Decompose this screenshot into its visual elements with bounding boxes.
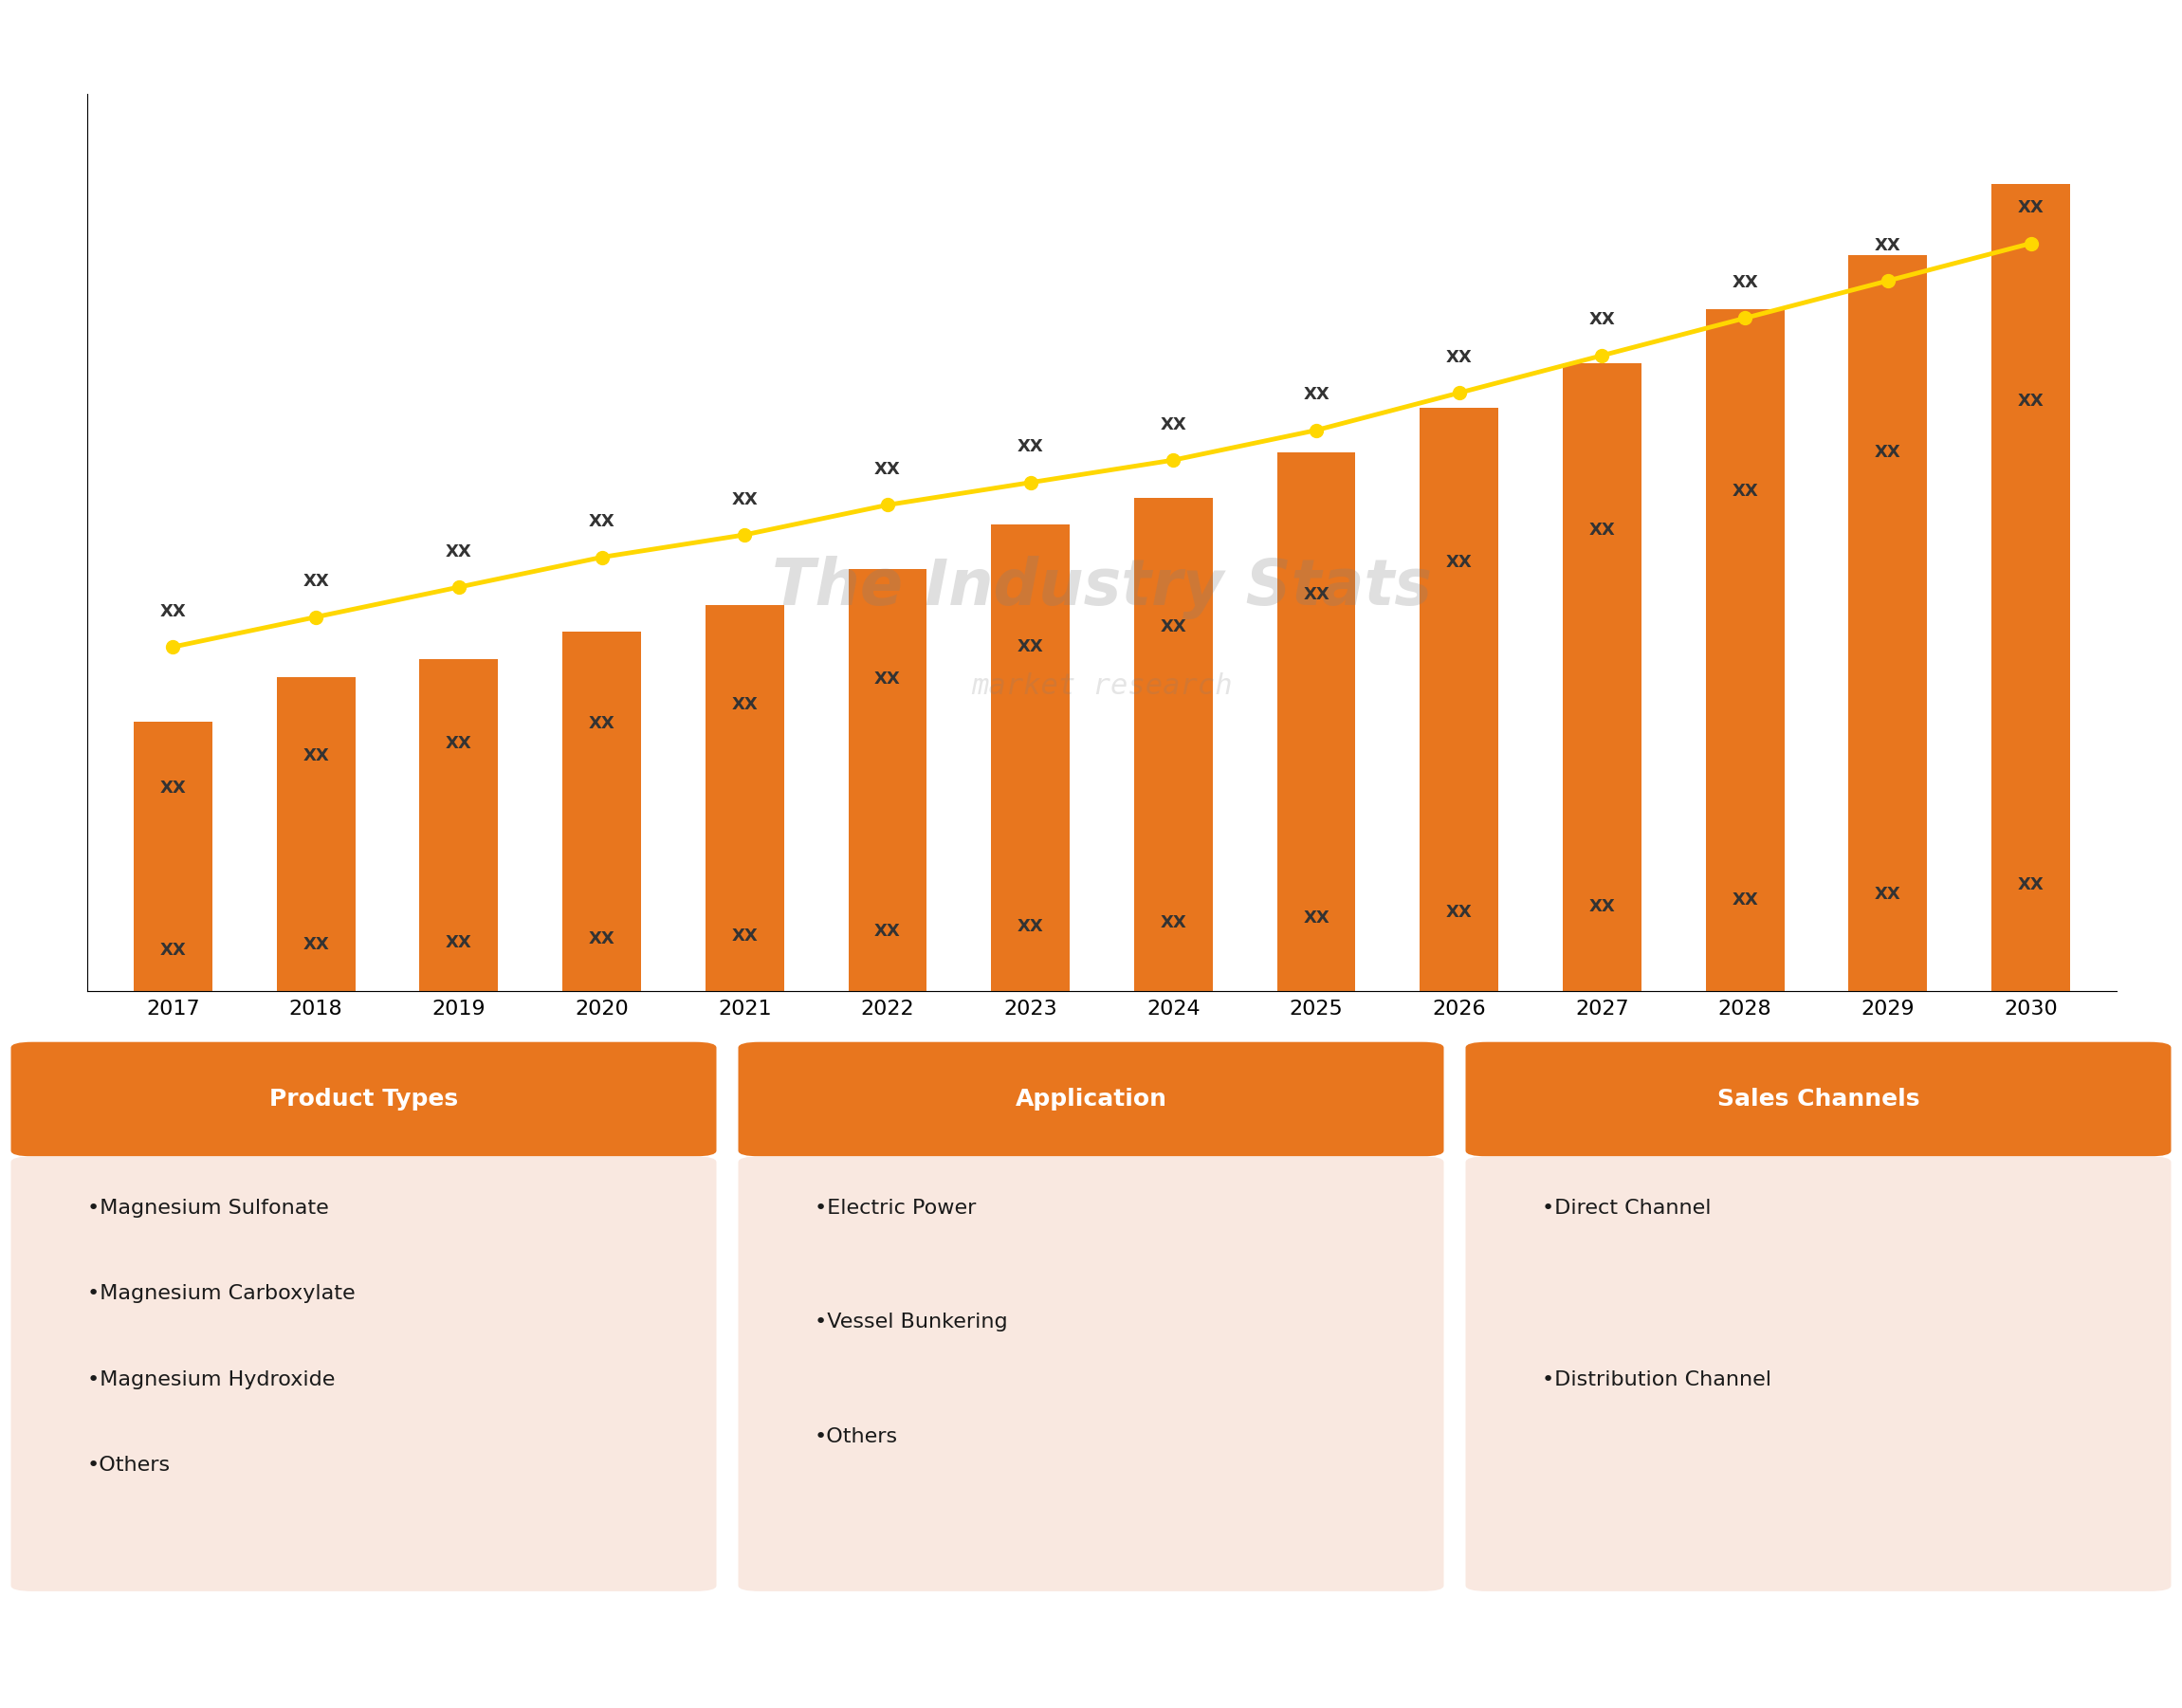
Bar xyxy=(849,569,927,991)
Text: XX: XX xyxy=(1017,439,1043,456)
Text: XX: XX xyxy=(731,490,757,507)
Bar xyxy=(563,632,642,991)
Text: XX: XX xyxy=(1447,348,1473,366)
Text: XX: XX xyxy=(445,934,471,951)
Text: •Others: •Others xyxy=(87,1455,170,1476)
Text: XX: XX xyxy=(159,941,185,958)
Text: XX: XX xyxy=(1161,914,1187,931)
Text: XX: XX xyxy=(159,603,185,620)
Text: XX: XX xyxy=(731,927,757,945)
Text: XX: XX xyxy=(1588,521,1615,538)
Text: XX: XX xyxy=(731,695,757,712)
Text: XX: XX xyxy=(303,936,329,953)
Bar xyxy=(1706,309,1785,991)
Text: The Industry Stats: The Industry Stats xyxy=(772,555,1431,618)
Text: XX: XX xyxy=(1447,904,1473,921)
Text: XX: XX xyxy=(445,734,471,752)
FancyBboxPatch shape xyxy=(738,1042,1444,1156)
Text: XX: XX xyxy=(1161,618,1187,635)
Text: XX: XX xyxy=(303,574,329,589)
FancyBboxPatch shape xyxy=(11,1042,716,1156)
Bar xyxy=(1276,453,1355,991)
Text: market research: market research xyxy=(971,671,1233,700)
Text: XX: XX xyxy=(2018,876,2045,893)
Text: XX: XX xyxy=(2018,393,2045,410)
Text: XX: XX xyxy=(1733,275,1759,290)
Text: Application: Application xyxy=(1015,1088,1167,1110)
Text: XX: XX xyxy=(1733,892,1759,909)
Text: •Magnesium Hydroxide: •Magnesium Hydroxide xyxy=(87,1370,336,1389)
Text: XX: XX xyxy=(589,514,615,529)
FancyBboxPatch shape xyxy=(738,1156,1444,1592)
Text: XX: XX xyxy=(1874,444,1901,461)
Text: Product Types: Product Types xyxy=(268,1088,458,1110)
Legend: Revenue (Million $), Y-oY Growth Rate (%): Revenue (Million $), Y-oY Growth Rate (%… xyxy=(788,1045,1416,1088)
Text: XX: XX xyxy=(159,781,185,798)
Bar xyxy=(991,524,1069,991)
Text: •Direct Channel: •Direct Channel xyxy=(1543,1199,1711,1218)
Text: •Vessel Bunkering: •Vessel Bunkering xyxy=(814,1313,1008,1332)
Bar xyxy=(133,721,212,991)
Text: XX: XX xyxy=(1017,637,1043,654)
Text: XX: XX xyxy=(875,922,901,939)
Text: XX: XX xyxy=(1874,237,1901,254)
Text: XX: XX xyxy=(1017,917,1043,934)
Text: •Magnesium Sulfonate: •Magnesium Sulfonate xyxy=(87,1199,329,1218)
FancyBboxPatch shape xyxy=(11,1156,716,1592)
Text: XX: XX xyxy=(1161,417,1187,434)
Bar xyxy=(419,659,497,991)
Text: XX: XX xyxy=(1588,898,1615,915)
Text: Email: sales@theindustrystats.com: Email: sales@theindustrystats.com xyxy=(908,1643,1274,1662)
Text: XX: XX xyxy=(875,670,901,687)
Bar xyxy=(705,605,783,991)
Text: •Electric Power: •Electric Power xyxy=(814,1199,975,1218)
Text: •Magnesium Carboxylate: •Magnesium Carboxylate xyxy=(87,1284,356,1303)
Text: Website: www.theindustrystats.com: Website: www.theindustrystats.com xyxy=(1781,1643,2160,1662)
Text: XX: XX xyxy=(589,716,615,733)
Text: XX: XX xyxy=(1733,483,1759,500)
Text: Source: Theindustrystats Analysis: Source: Theindustrystats Analysis xyxy=(22,1643,377,1662)
Text: XX: XX xyxy=(1303,386,1329,403)
Text: Fig. Global Fuel Additives Market Status and Outlook: Fig. Global Fuel Additives Market Status… xyxy=(33,38,897,65)
Text: XX: XX xyxy=(303,748,329,765)
Text: XX: XX xyxy=(1588,311,1615,328)
Text: XX: XX xyxy=(875,461,901,478)
Bar xyxy=(1848,254,1927,991)
Text: •Distribution Channel: •Distribution Channel xyxy=(1543,1370,1772,1389)
Text: XX: XX xyxy=(1447,553,1473,570)
FancyBboxPatch shape xyxy=(1466,1156,2171,1592)
Text: XX: XX xyxy=(1303,586,1329,603)
Text: •Others: •Others xyxy=(814,1428,899,1447)
Text: XX: XX xyxy=(445,543,471,560)
Bar xyxy=(1992,183,2071,991)
Bar xyxy=(277,676,356,991)
Text: XX: XX xyxy=(2018,200,2045,217)
Bar xyxy=(1420,408,1499,991)
Text: Sales Channels: Sales Channels xyxy=(1717,1088,1920,1110)
Bar xyxy=(1135,497,1213,991)
Text: XX: XX xyxy=(1303,909,1329,926)
Text: XX: XX xyxy=(589,931,615,948)
Text: XX: XX xyxy=(1874,885,1901,902)
FancyBboxPatch shape xyxy=(1466,1042,2171,1156)
Bar xyxy=(1562,362,1641,991)
